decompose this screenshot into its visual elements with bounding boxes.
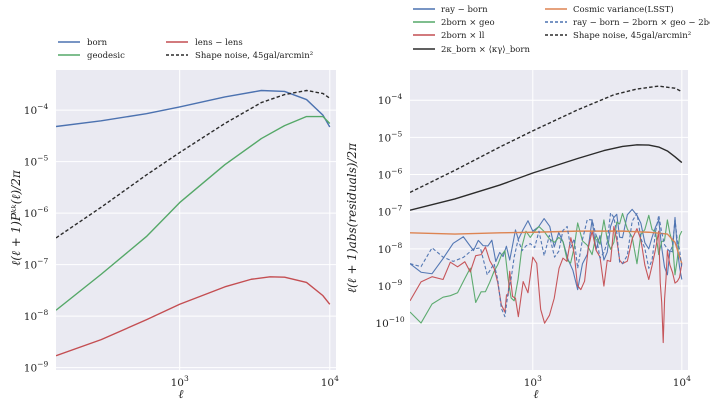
legend-label-2kappa-born: 2κ_born × ⟨κγ⟩_born	[441, 45, 530, 55]
right-y-axis-label: ℓ(ℓ + 1)abs(residuals)/2π	[345, 142, 359, 293]
x-tick-exponent: 4	[334, 374, 339, 383]
legend-label-2born-geo: 2born × geo	[441, 18, 495, 28]
series-line	[410, 85, 683, 194]
y-tick-label: 10−4	[378, 92, 403, 107]
legend-label-2born-ll: 2born × ll	[441, 31, 485, 41]
y-tick-base: 10	[375, 318, 388, 330]
x-tick-exponent: 3	[184, 374, 189, 383]
series-line	[56, 115, 331, 311]
x-tick-base: 10	[171, 377, 184, 389]
x-tick-base: 10	[321, 377, 334, 389]
y-tick-exponent: −6	[391, 167, 402, 176]
series-line	[410, 208, 683, 291]
legend-label-cosmic-variance: Cosmic variance(LSST)	[573, 4, 674, 15]
y-tick-label: 10−9	[378, 278, 403, 293]
series-line	[410, 225, 683, 344]
y-tick-base: 10	[378, 281, 391, 293]
y-tick-base: 10	[378, 244, 391, 256]
y-tick-base: 10	[378, 95, 391, 107]
y-tick-exponent: −5	[391, 129, 402, 138]
right-legend: ray − born 2born × geo 2born × ll 2κ_bor…	[413, 4, 710, 55]
legend-label-geodesic: geodesic	[87, 51, 125, 61]
plot-area	[56, 70, 336, 370]
y-tick-label: 10−7	[24, 257, 49, 272]
y-tick-label: 10−5	[378, 129, 403, 144]
y-tick-label: 10−9	[24, 360, 49, 375]
x-tick-exponent: 4	[686, 374, 691, 383]
left-legend: born geodesic lens − lens Shape noise, 4…	[58, 38, 313, 61]
y-tick-exponent: −8	[391, 241, 402, 250]
y-tick-base: 10	[24, 208, 37, 220]
y-tick-base: 10	[24, 363, 37, 375]
series-group	[410, 85, 683, 344]
legend-label-shape-noise: Shape noise, 45gal/arcmin²	[195, 51, 313, 61]
y-tick-exponent: −7	[391, 204, 402, 213]
y-tick-label: 10−4	[24, 102, 49, 117]
y-tick-exponent: −5	[37, 154, 48, 163]
x-tick-label: 104	[673, 374, 691, 389]
y-tick-label: 10−6	[24, 205, 49, 220]
y-tick-exponent: −7	[37, 257, 48, 266]
x-tick-label: 103	[171, 374, 189, 389]
series-line	[410, 144, 683, 211]
y-tick-base: 10	[24, 311, 37, 323]
series-line	[56, 276, 331, 357]
y-tick-base: 10	[24, 157, 37, 169]
series-group	[56, 89, 331, 357]
legend-label-residual-combo: ray − born − 2born × geo − 2born × ll	[573, 18, 710, 28]
y-tick-label: 10−6	[378, 167, 403, 182]
right-x-axis-label: ℓ	[534, 387, 539, 401]
x-tick-label: 103	[524, 374, 542, 389]
series-line	[410, 212, 683, 324]
y-tick-exponent: −4	[37, 102, 48, 111]
y-tick-base: 10	[378, 207, 391, 219]
legend-label-shape-noise-right: Shape noise, 45gal/arcmin²	[573, 31, 691, 41]
x-tick-exponent: 3	[537, 374, 542, 383]
y-tick-exponent: −10	[389, 315, 405, 324]
x-tick-label: 104	[321, 374, 339, 389]
y-tick-exponent: −4	[391, 92, 402, 101]
y-tick-base: 10	[378, 170, 391, 182]
y-tick-label: 10−7	[378, 204, 403, 219]
y-tick-base: 10	[378, 132, 391, 144]
y-tick-exponent: −6	[37, 205, 48, 214]
y-tick-base: 10	[24, 105, 37, 117]
y-tick-label: 10−10	[375, 315, 404, 330]
y-tick-label: 10−8	[24, 308, 49, 323]
left-y-axis-label: ℓ(ℓ + 1)Pᵏᵏ(ℓ)/2π	[9, 169, 23, 266]
series-line	[56, 89, 331, 239]
y-tick-label: 10−5	[24, 154, 49, 169]
y-tick-exponent: −8	[37, 308, 48, 317]
y-tick-label: 10−8	[378, 241, 403, 256]
y-tick-base: 10	[24, 260, 37, 272]
legend-label-lens-lens: lens − lens	[195, 38, 243, 48]
plot-area	[410, 70, 688, 370]
legend-label-ray-born: ray − born	[441, 5, 488, 15]
y-tick-exponent: −9	[37, 360, 48, 369]
x-tick-base: 10	[673, 377, 686, 389]
left-x-axis-label: ℓ	[179, 387, 184, 401]
legend-label-born: born	[87, 38, 108, 48]
series-line	[56, 89, 331, 128]
x-tick-base: 10	[524, 377, 537, 389]
series-line	[410, 230, 683, 264]
y-tick-exponent: −9	[391, 278, 402, 287]
